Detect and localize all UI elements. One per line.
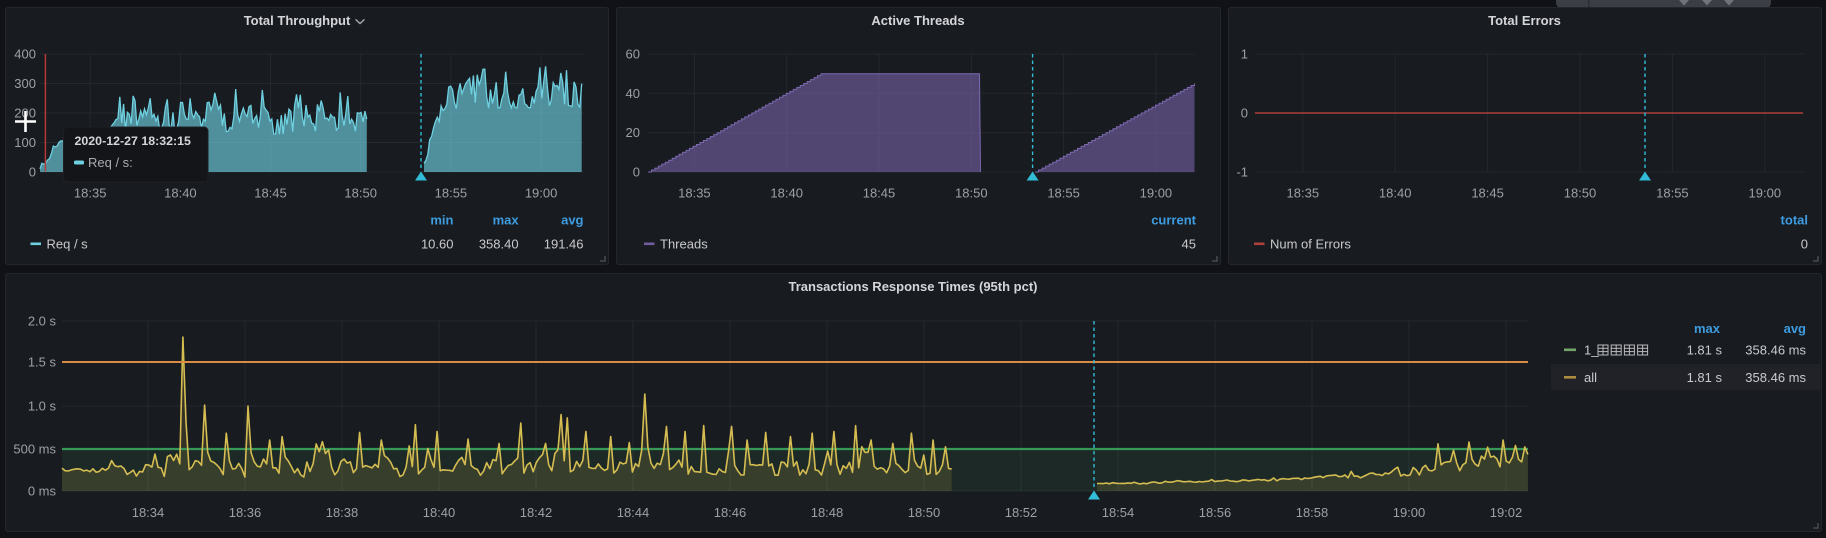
svg-text:19:00: 19:00	[1749, 186, 1782, 201]
svg-text:0: 0	[29, 165, 36, 180]
svg-text:400: 400	[14, 47, 36, 62]
svg-text:18:56: 18:56	[1199, 505, 1232, 520]
svg-text:current: current	[1151, 213, 1196, 228]
svg-text:45: 45	[1182, 237, 1196, 252]
svg-text:18:35: 18:35	[74, 186, 107, 201]
svg-text:100: 100	[14, 135, 36, 150]
svg-text:Threads: Threads	[660, 237, 708, 252]
svg-text:0: 0	[1241, 106, 1248, 121]
svg-text:total: total	[1781, 213, 1808, 228]
svg-text:18:35: 18:35	[678, 186, 711, 201]
svg-text:Transactions Response Times (9: Transactions Response Times (95th pct)	[789, 279, 1038, 294]
svg-text:avg: avg	[1784, 321, 1806, 336]
svg-text:0 ms: 0 ms	[28, 484, 57, 499]
svg-text:Num of Errors: Num of Errors	[1270, 237, 1351, 252]
svg-text:max: max	[493, 213, 520, 228]
svg-text:19:00: 19:00	[1140, 186, 1173, 201]
svg-text:Req / s:: Req / s:	[88, 155, 133, 170]
svg-text:18:38: 18:38	[326, 505, 359, 520]
svg-text:Total Throughput: Total Throughput	[244, 13, 351, 28]
svg-text:all: all	[1584, 370, 1597, 385]
svg-text:18:58: 18:58	[1296, 505, 1329, 520]
svg-text:18:40: 18:40	[1379, 186, 1412, 201]
svg-text:0: 0	[633, 165, 640, 180]
svg-text:Req / s: Req / s	[47, 237, 89, 252]
svg-text:18:36: 18:36	[229, 505, 262, 520]
svg-text:1.81 s: 1.81 s	[1687, 370, 1723, 385]
svg-text:18:52: 18:52	[1005, 505, 1038, 520]
svg-text:2020-12-27 18:32:15: 2020-12-27 18:32:15	[75, 134, 192, 148]
svg-text:18:48: 18:48	[811, 505, 844, 520]
svg-text:18:40: 18:40	[423, 505, 456, 520]
svg-text:300: 300	[14, 76, 36, 91]
svg-text:18:55: 18:55	[1656, 186, 1689, 201]
svg-text:1.0 s: 1.0 s	[28, 399, 57, 414]
svg-text:18:45: 18:45	[863, 186, 896, 201]
svg-text:191.46: 191.46	[544, 237, 584, 252]
svg-text:19:00: 19:00	[1393, 505, 1426, 520]
svg-text:2.0 s: 2.0 s	[28, 314, 57, 329]
svg-text:1_: 1_	[1584, 343, 1599, 358]
svg-text:358.40: 358.40	[479, 237, 519, 252]
svg-text:18:55: 18:55	[1047, 186, 1080, 201]
svg-text:18:50: 18:50	[1564, 186, 1597, 201]
svg-text:358.46 ms: 358.46 ms	[1745, 343, 1806, 358]
svg-text:18:45: 18:45	[1471, 186, 1504, 201]
svg-text:19:02: 19:02	[1490, 505, 1523, 520]
svg-text:18:50: 18:50	[908, 505, 941, 520]
svg-text:19:00: 19:00	[525, 186, 558, 201]
svg-text:10.60: 10.60	[421, 237, 454, 252]
svg-text:Active Threads: Active Threads	[871, 13, 964, 28]
svg-text:1: 1	[1241, 47, 1248, 62]
svg-text:40: 40	[626, 86, 640, 101]
svg-text:18:35: 18:35	[1287, 186, 1320, 201]
svg-text:20: 20	[626, 125, 640, 140]
svg-text:avg: avg	[561, 213, 583, 228]
svg-text:Total Errors: Total Errors	[1488, 13, 1561, 28]
svg-text:60: 60	[626, 47, 640, 62]
svg-text:18:45: 18:45	[254, 186, 287, 201]
svg-text:500 ms: 500 ms	[13, 442, 56, 457]
svg-text:18:54: 18:54	[1102, 505, 1135, 520]
svg-text:-1: -1	[1236, 165, 1248, 180]
svg-text:18:42: 18:42	[520, 505, 553, 520]
svg-text:1.5 s: 1.5 s	[28, 355, 57, 370]
svg-text:max: max	[1694, 321, 1721, 336]
svg-text:1.81 s: 1.81 s	[1687, 343, 1723, 358]
svg-text:18:40: 18:40	[770, 186, 803, 201]
svg-text:18:44: 18:44	[617, 505, 650, 520]
svg-text:358.46 ms: 358.46 ms	[1745, 370, 1806, 385]
svg-text:18:55: 18:55	[435, 186, 468, 201]
svg-text:18:46: 18:46	[714, 505, 747, 520]
svg-text:18:40: 18:40	[164, 186, 197, 201]
svg-text:0: 0	[1801, 237, 1808, 252]
svg-text:min: min	[430, 213, 453, 228]
svg-text:18:50: 18:50	[344, 186, 377, 201]
svg-text:18:50: 18:50	[955, 186, 988, 201]
svg-text:18:34: 18:34	[132, 505, 165, 520]
